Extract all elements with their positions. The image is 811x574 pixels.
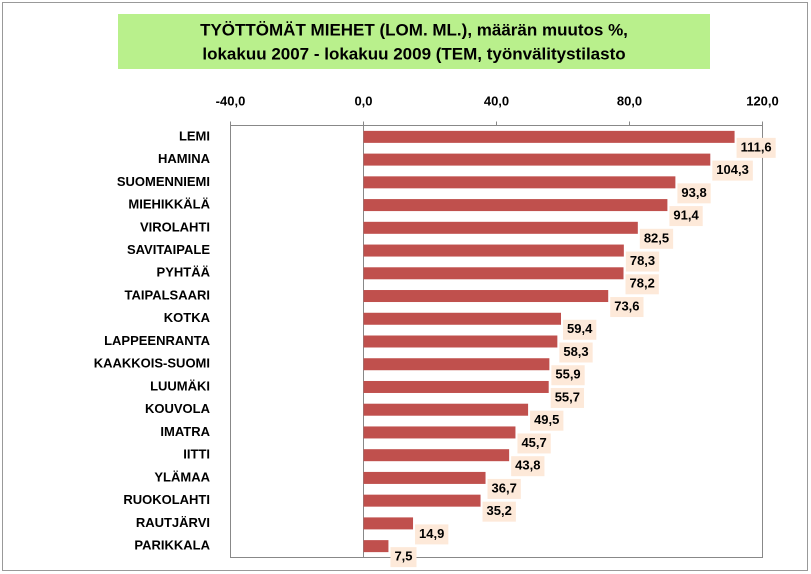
value-label-bg xyxy=(610,297,644,318)
value-label-bg xyxy=(563,319,597,340)
value-label: 59,4 xyxy=(567,321,593,336)
value-label-bg xyxy=(712,160,753,181)
value-label: 73,6 xyxy=(614,298,639,313)
x-tick-label: -40,0 xyxy=(216,93,246,108)
x-tick-label: 80,0 xyxy=(617,93,642,108)
value-label: 55,7 xyxy=(555,389,580,404)
y-tick-label: RUOKOLAHTI xyxy=(123,492,210,507)
value-label: 45,7 xyxy=(521,435,546,450)
y-tick-label: PYHTÄÄ xyxy=(157,265,211,280)
bar xyxy=(363,358,550,371)
value-label-bg xyxy=(390,547,417,568)
value-label: 43,8 xyxy=(515,458,540,473)
value-label: 58,3 xyxy=(563,344,588,359)
value-label: 55,9 xyxy=(555,367,580,382)
chart-title: TYÖTTÖMÄT MIEHET (LOM. ML.), määrän muut… xyxy=(200,20,628,39)
value-label: 35,2 xyxy=(487,503,512,518)
bar xyxy=(363,221,638,234)
value-label: 91,4 xyxy=(673,208,699,223)
value-label: 111,6 xyxy=(741,139,772,154)
value-label-bg xyxy=(669,206,703,227)
bar xyxy=(363,403,529,416)
y-tick-label: HAMINA xyxy=(158,151,211,166)
value-label-bg xyxy=(677,183,711,204)
title-box xyxy=(118,14,710,69)
y-tick-label: TAIPALSAARI xyxy=(125,287,210,302)
bar xyxy=(363,176,676,189)
y-tick-label: PARIKKALA xyxy=(134,538,210,553)
bar xyxy=(363,130,735,143)
bar xyxy=(363,471,486,484)
y-tick-label: SAVITAIPALE xyxy=(127,242,210,257)
value-label: 7,5 xyxy=(394,549,412,564)
bar xyxy=(363,517,414,530)
y-tick-label: MIEHIKKÄLÄ xyxy=(128,197,210,212)
y-tick-label: VIROLAHTI xyxy=(140,219,210,234)
y-tick-label: IMATRA xyxy=(160,424,210,439)
value-label-bg xyxy=(550,387,585,408)
value-label: 49,5 xyxy=(534,412,559,427)
bar xyxy=(363,290,609,303)
bar xyxy=(363,449,510,462)
y-tick-label: IITTI xyxy=(183,447,210,462)
y-tick-label: LAPPEENRANTA xyxy=(104,333,211,348)
value-label: 104,3 xyxy=(716,162,749,177)
value-label-bg xyxy=(639,228,674,249)
value-label-bg xyxy=(517,433,551,454)
bar xyxy=(363,199,668,212)
value-label: 36,7 xyxy=(492,480,517,495)
value-label: 78,3 xyxy=(630,253,655,268)
bar xyxy=(363,153,711,166)
value-label-bg xyxy=(415,524,449,545)
y-tick-label: KOTKA xyxy=(164,310,211,325)
bar xyxy=(363,426,516,439)
bar xyxy=(363,244,624,257)
bar xyxy=(363,335,558,348)
y-tick-label: LEMI xyxy=(179,128,210,143)
value-label-bg xyxy=(511,456,545,477)
y-tick-label: KOUVOLA xyxy=(145,401,211,416)
bar xyxy=(363,494,481,507)
bar xyxy=(363,267,624,280)
chart-title: lokakuu 2007 - lokakuu 2009 (TEM, työnvä… xyxy=(202,44,625,63)
bar xyxy=(363,540,389,553)
value-label-bg xyxy=(736,137,776,158)
value-label-bg xyxy=(487,478,521,499)
value-label: 93,8 xyxy=(681,185,706,200)
y-tick-label: YLÄMAA xyxy=(154,469,210,484)
value-label: 78,2 xyxy=(630,276,655,291)
y-tick-label: RAUTJÄRVI xyxy=(136,515,210,530)
x-tick-label: 40,0 xyxy=(484,93,509,108)
value-label: 82,5 xyxy=(644,230,669,245)
x-tick-label: 0,0 xyxy=(354,93,372,108)
y-tick-label: KAAKKOIS-SUOMI xyxy=(94,356,210,371)
x-tick-label: 120,0 xyxy=(746,93,779,108)
y-tick-label: LUUMÄKI xyxy=(150,378,210,393)
value-label: 14,9 xyxy=(419,526,444,541)
value-label-bg xyxy=(551,365,585,386)
value-label-bg xyxy=(530,410,564,431)
value-label-bg xyxy=(559,342,593,363)
value-label-bg xyxy=(625,251,660,272)
bar xyxy=(363,380,549,393)
y-tick-label: SUOMENNIEMI xyxy=(117,174,210,189)
value-label-bg xyxy=(482,501,516,522)
value-label-bg xyxy=(625,274,659,295)
bar xyxy=(363,312,562,325)
